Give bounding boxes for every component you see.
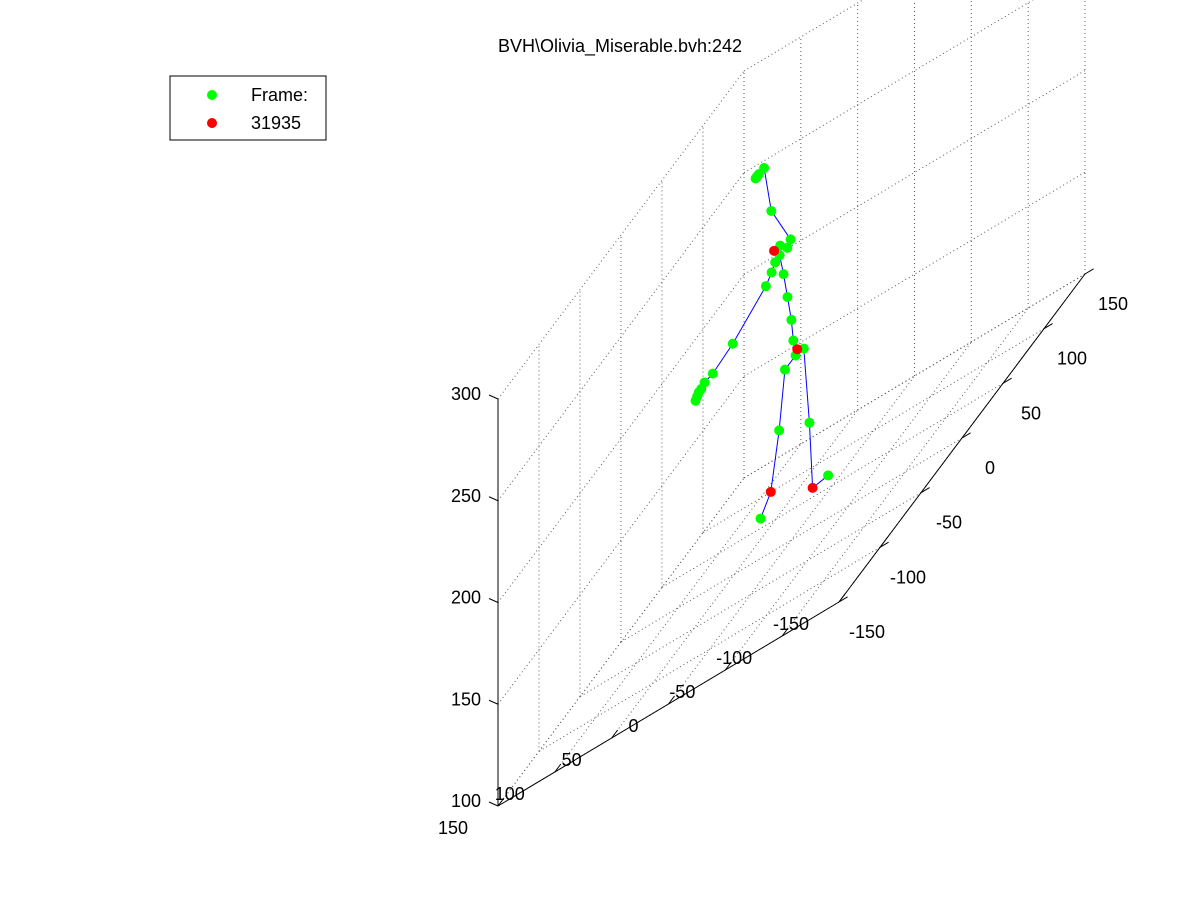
y-tick — [497, 797, 505, 807]
bones-layer — [695, 167, 829, 519]
grid-line-back-z — [497, 477, 745, 807]
grid-line-side-z — [743, 0, 1034, 174]
z-tick — [488, 496, 499, 502]
x-tick-label: 0 — [985, 458, 995, 478]
bone-rhip-rknee — [803, 348, 810, 423]
joint-lcollar — [770, 257, 781, 268]
y-tick — [724, 661, 732, 671]
joint-lhip — [779, 364, 790, 375]
grid-line-back-z — [497, 274, 745, 603]
y-tick-label: 0 — [628, 716, 638, 736]
joint-head — [766, 205, 777, 216]
legend-marker-frame — [207, 90, 217, 100]
x-tick-label: -150 — [849, 622, 885, 642]
x-tick — [1043, 323, 1053, 330]
grid-line-floor-x — [661, 382, 1004, 588]
x-tick — [1084, 268, 1094, 275]
joint-pelvis — [792, 344, 803, 355]
bone-head-headtop — [763, 167, 772, 212]
grid-line-floor-x — [702, 328, 1045, 534]
joint-rtoe — [823, 470, 834, 481]
joint-lupperarm — [760, 281, 771, 292]
x-tick-label: -100 — [890, 567, 926, 587]
grid-line-floor-y — [668, 375, 915, 705]
points-layer — [690, 163, 834, 524]
joint-chest — [778, 269, 789, 280]
y-tick — [838, 593, 846, 603]
bone-rknee-rankle — [808, 422, 814, 488]
y-tick-label: -100 — [716, 648, 752, 668]
z-tick — [488, 699, 499, 705]
z-tick-label: 100 — [451, 791, 481, 811]
joint-lelbow — [727, 338, 738, 349]
grid-line-floor-y — [554, 443, 802, 773]
joint-spine2 — [786, 314, 797, 325]
z-tick-label: 200 — [451, 588, 481, 608]
y-tick-label: 50 — [562, 750, 582, 770]
joint-spine1 — [788, 335, 799, 346]
joint-spine3 — [782, 292, 793, 303]
x-tick — [838, 596, 848, 603]
z-tick-label: 250 — [451, 486, 481, 506]
y-tick — [554, 763, 562, 773]
grid-line-back-z — [497, 172, 745, 502]
joint-ltoe — [755, 513, 766, 524]
joint-lshoulder — [766, 267, 777, 278]
x-tick — [1002, 377, 1012, 384]
x-tick-label: 100 — [1057, 349, 1087, 369]
x-tick — [961, 432, 971, 439]
legend-label-31935: 31935 — [251, 113, 301, 133]
legend: Frame: 31935 — [169, 75, 327, 141]
bone-lhip-lknee — [778, 369, 786, 431]
joint-rknee — [804, 417, 815, 428]
grid-line-floor-y — [611, 409, 859, 739]
y-tick-label: -150 — [773, 614, 809, 634]
chart-title: BVH\Olivia_Miserable.bvh:242 — [498, 36, 742, 57]
x-tick-label: -50 — [936, 513, 962, 533]
joint-headD — [750, 173, 761, 184]
grid-line-back-z — [497, 70, 745, 400]
legend-box — [169, 75, 327, 141]
z-tick-label: 300 — [451, 384, 481, 404]
z-tick-label: 150 — [451, 689, 481, 709]
joint-lankle — [765, 486, 776, 497]
axes-layer: -150 -100 -50 0 50 100 150 150 100 50 0 -50 -100 -150… — [438, 268, 1128, 838]
x-tick — [920, 487, 930, 494]
y-tick-label: 100 — [495, 784, 525, 804]
legend-label-frame: Frame: — [251, 85, 308, 105]
grid-line-back-z — [497, 375, 745, 705]
legend-marker-31935 — [207, 118, 217, 128]
x-tick-label: 150 — [1098, 294, 1128, 314]
joint-rcollar — [782, 242, 793, 253]
z-tick — [488, 394, 499, 400]
grid-line-floor-y — [781, 307, 1029, 637]
joint-lknee — [774, 425, 785, 436]
grid-layer — [497, 0, 1086, 807]
y-tick — [611, 729, 619, 739]
y-tick — [781, 627, 789, 637]
y-tick-label: 150 — [438, 818, 468, 838]
y-tick — [668, 695, 675, 705]
bone-lelbow-lforearm — [712, 343, 734, 374]
joint-rankle — [807, 482, 818, 493]
z-tick — [488, 598, 499, 603]
z-tick — [488, 801, 499, 807]
bone-lupperarm-lelbow — [732, 285, 767, 344]
bone-rshoulder-head — [770, 210, 792, 240]
x-tick — [879, 541, 889, 548]
joint-rshoulder — [785, 234, 796, 245]
joint-lforearm — [707, 368, 718, 379]
grid-line-floor-y — [724, 341, 972, 671]
joint-lhandD — [690, 395, 701, 406]
y-tick-label: -50 — [669, 682, 695, 702]
joint-neck-end — [769, 245, 780, 256]
bone-lknee-lankle — [770, 430, 780, 492]
x-tick-label: 50 — [1021, 403, 1041, 423]
